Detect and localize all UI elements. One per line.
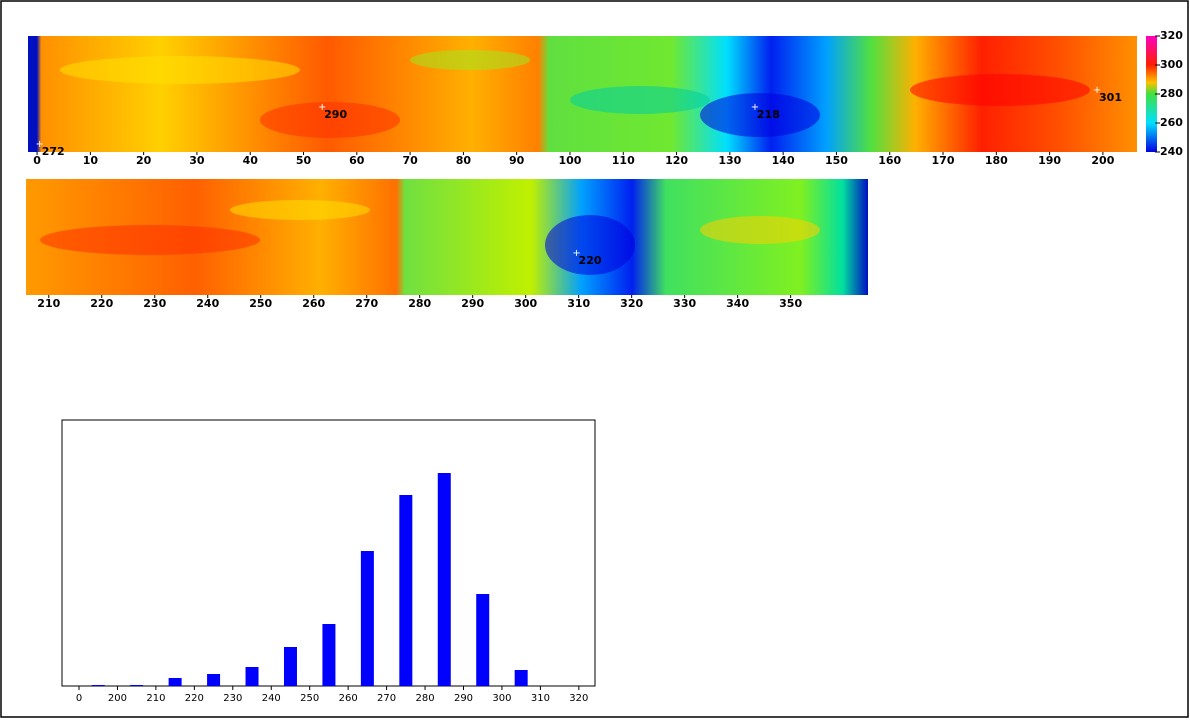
colorbar-label: 300 (1160, 58, 1183, 71)
x-tick-label: 10 (83, 154, 99, 167)
x-tick-label: 210 (146, 693, 165, 704)
x-tick-label: 60 (349, 154, 365, 167)
bar (399, 495, 413, 686)
x-tick-label: 300 (492, 693, 511, 704)
x-tick-label: 350 (779, 297, 802, 310)
probe-marker: + (572, 248, 580, 259)
bar (91, 685, 105, 686)
x-tick-label: 320 (620, 297, 643, 310)
x-tick-label: 210 (37, 297, 60, 310)
x-tick-label: 320 (569, 693, 588, 704)
x-tick-label: 260 (302, 297, 325, 310)
x-tick-label: 270 (355, 297, 378, 310)
bar (207, 674, 221, 686)
x-tick-label: 220 (90, 297, 113, 310)
x-tick-label: 170 (932, 154, 955, 167)
x-tick-label: 260 (339, 693, 358, 704)
x-tick-label: 30 (189, 154, 205, 167)
bar (168, 678, 182, 686)
x-tick-label: 240 (262, 693, 281, 704)
probe-marker: + (318, 102, 326, 113)
x-tick-label: 160 (878, 154, 901, 167)
x-tick-label: 280 (408, 297, 431, 310)
x-tick-label: 130 (718, 154, 741, 167)
x-tick-label: 200 (1091, 154, 1114, 167)
x-tick-label: 290 (461, 297, 484, 310)
x-tick-label: 20 (136, 154, 152, 167)
colorbar-label: 320 (1160, 29, 1183, 42)
bar (360, 551, 374, 686)
probe-label: 272 (42, 145, 65, 158)
x-tick-label: 100 (558, 154, 581, 167)
x-tick-label: 340 (726, 297, 749, 310)
x-tick-label: 230 (143, 297, 166, 310)
x-tick-label: 110 (612, 154, 635, 167)
x-tick-label: 280 (416, 693, 435, 704)
colorbar-label: 240 (1160, 145, 1183, 158)
x-tick-label: 240 (196, 297, 219, 310)
x-tick-label: 290 (454, 693, 473, 704)
x-tick-label: 230 (223, 693, 242, 704)
bar (130, 685, 144, 686)
x-tick-label: 90 (509, 154, 525, 167)
colorbar-label: 260 (1160, 116, 1183, 129)
strip-texture (60, 50, 1090, 138)
x-tick-label: 250 (300, 693, 319, 704)
x-tick-label: 300 (514, 297, 537, 310)
x-tick-label: 140 (772, 154, 795, 167)
x-tick-label: 220 (185, 693, 204, 704)
colorbar-label: 280 (1160, 87, 1183, 100)
colorbar (1146, 36, 1157, 152)
x-tick-label: 0 (76, 693, 82, 704)
x-tick-label: 310 (531, 693, 550, 704)
x-tick-label: 80 (456, 154, 472, 167)
probe-label: 218 (757, 108, 780, 121)
x-tick-label: 120 (665, 154, 688, 167)
probe-label: 290 (324, 108, 347, 121)
x-tick-label: 0 (33, 154, 41, 167)
probe-marker: + (1093, 85, 1101, 96)
x-tick-label: 200 (108, 693, 127, 704)
x-tick-label: 310 (567, 297, 590, 310)
x-tick-label: 250 (249, 297, 272, 310)
strip-texture (40, 200, 820, 275)
x-tick-label: 150 (825, 154, 848, 167)
x-tick-label: 70 (402, 154, 418, 167)
x-tick-label: 180 (985, 154, 1008, 167)
bar (322, 624, 336, 686)
x-tick-label: 270 (377, 693, 396, 704)
x-tick-label: 40 (243, 154, 259, 167)
probe-label: 301 (1099, 91, 1122, 104)
bar (476, 594, 490, 686)
x-tick-label: 50 (296, 154, 312, 167)
bar (283, 647, 297, 686)
probe-marker: + (751, 102, 759, 113)
bar (437, 473, 451, 686)
probe-marker: + (36, 139, 44, 150)
bar (245, 667, 259, 686)
x-tick-label: 330 (673, 297, 696, 310)
bar (514, 670, 528, 686)
probe-label: 220 (579, 254, 602, 267)
x-tick-label: 190 (1038, 154, 1061, 167)
